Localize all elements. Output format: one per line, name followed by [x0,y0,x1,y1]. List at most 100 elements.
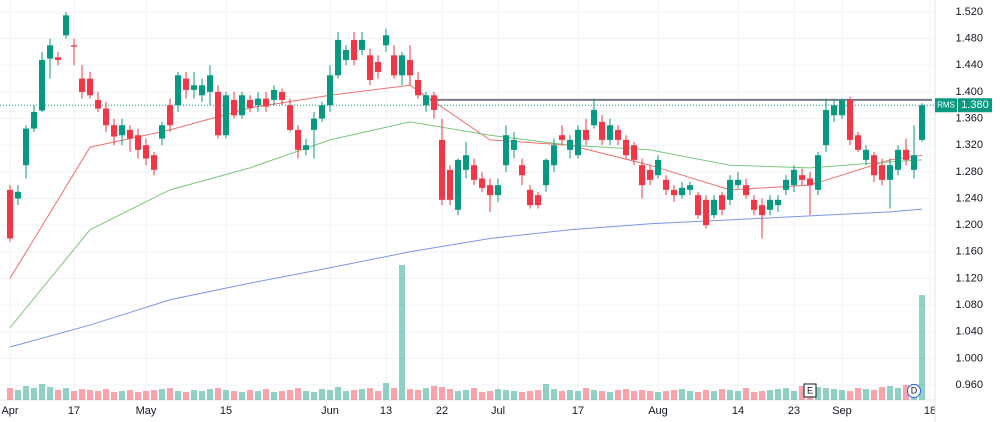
candle-body [663,179,669,190]
volume-bar [687,391,693,400]
candle-body [79,78,85,92]
candle-body [295,129,301,150]
volume-bar [743,388,749,400]
volume-bar [879,387,885,400]
x-tick-label: Aug [648,405,668,417]
volume-bar [295,388,301,400]
y-tick-label: 1.000 [955,352,983,364]
candle-body [463,155,469,170]
candle-body [439,139,445,200]
y-tick-label: 1.240 [955,192,983,204]
volume-bar [647,391,653,400]
candle-body [311,118,317,130]
volume-bar [327,390,333,400]
volume-bar [799,386,805,400]
volume-bar [903,385,909,400]
candle-body [63,15,69,36]
event-label: D [911,385,918,395]
candle-body [127,129,133,139]
candle-body [831,105,837,116]
volume-bar [871,390,877,400]
candle-body [759,205,765,216]
y-tick-label: 0.960 [955,379,983,391]
candle-body [199,85,205,96]
volume-bar [311,392,317,400]
volume-bar [471,388,477,400]
candle-body [151,155,157,170]
volume-bar [343,391,349,400]
candle-body [407,59,413,76]
volume-bar [503,390,509,400]
candle-body [391,55,397,76]
candle-body [31,111,37,129]
candle-body [303,145,309,150]
volume-bar [551,389,557,400]
price-label: 1.380 [961,99,989,111]
candle-body [823,109,829,146]
x-tick-label: Jun [321,405,339,417]
candle-body [855,135,861,150]
candle-body [215,91,221,136]
candle-body [223,95,229,136]
volume-bar [287,390,293,400]
volume-bar [95,391,101,400]
candle-body [847,99,853,140]
y-tick-label: 1.400 [955,86,983,98]
candle-body [623,139,629,156]
y-tick-label: 1.280 [955,166,983,178]
volume-bar [815,387,821,400]
candle-body [87,78,93,96]
y-tick-label: 1.200 [955,219,983,231]
candle-body [191,85,197,90]
volume-bar [271,392,277,400]
volume-bar [495,389,501,400]
volume-bar [191,390,197,400]
candle-body [575,129,581,156]
volume-bar [335,387,341,400]
volume-bar [359,389,365,400]
volume-bar [207,389,213,400]
candle-body [55,57,61,60]
y-tick-label: 1.080 [955,299,983,311]
volume-bar [151,390,157,400]
candle-body [175,75,181,106]
candle-body [351,39,357,60]
candle-body [591,109,597,126]
candle-body [167,105,173,126]
candle-body [495,185,501,196]
candle-body [319,105,325,119]
volume-bar [199,391,205,400]
candle-body [535,195,541,206]
volume-bar [615,390,621,400]
volume-bar [79,389,85,400]
volume-bar [599,391,605,400]
candle-body [631,145,637,160]
candle-body [911,155,917,170]
candle-body [159,125,165,139]
candle-body [135,135,141,150]
candle-body [119,125,125,136]
x-tick-label: Sep [832,405,852,417]
volume-bar [751,392,757,400]
x-tick-label: 23 [788,405,800,417]
y-tick-label: 1.440 [955,59,983,71]
candle-body [263,98,269,107]
volume-bar [487,391,493,400]
volume-bar [103,389,109,400]
candle-body [735,179,741,186]
volume-bar [527,391,533,400]
candle-body [751,199,757,210]
candle-body [679,187,685,196]
x-tick-label: Apr [1,405,18,417]
moving-average [9,208,923,348]
y-tick-label: 1.320 [955,139,983,151]
volume-bar [279,391,285,400]
candle-body [207,75,213,92]
volume-bar [183,392,189,400]
volume-bar [559,391,565,400]
x-tick-label: 22 [436,405,448,417]
volume-bar [711,391,717,400]
volume-bar [263,389,269,400]
candle-body [799,175,805,180]
candle-body [839,99,845,116]
